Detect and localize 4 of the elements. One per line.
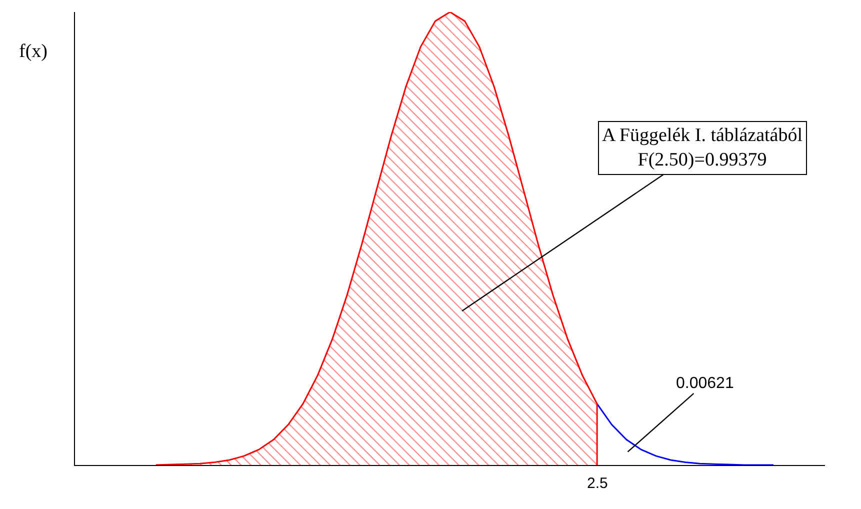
text: 2.5 <box>587 475 608 492</box>
annotation: A Függelék I. táblázatából F(2.50)=0.99379 <box>602 125 802 171</box>
annotation: 0.00621 <box>676 375 734 392</box>
y-axis-title: f(x) <box>19 41 48 62</box>
